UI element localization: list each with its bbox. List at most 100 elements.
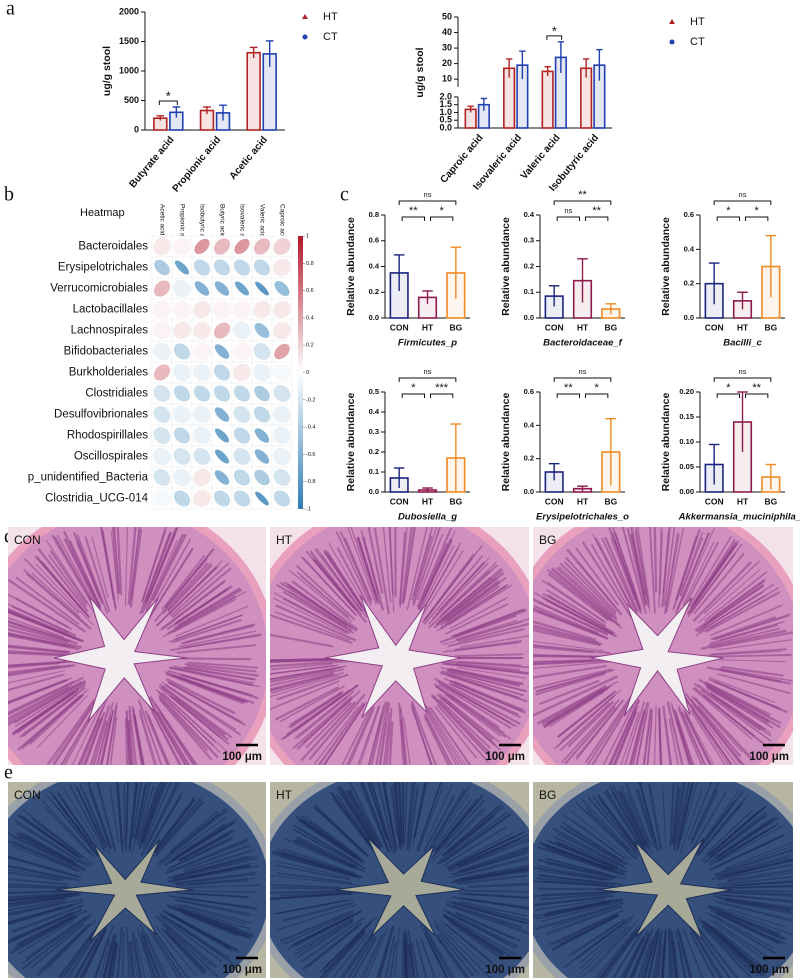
crypt bbox=[679, 788, 703, 854]
crypt bbox=[535, 671, 607, 693]
crypt bbox=[677, 940, 687, 978]
crypt bbox=[458, 660, 522, 667]
significance-bracket bbox=[716, 393, 740, 398]
crypt bbox=[152, 932, 184, 978]
crypt bbox=[551, 905, 618, 928]
significance-bracket bbox=[716, 216, 740, 221]
crypt bbox=[417, 539, 454, 611]
crypt bbox=[8, 901, 65, 916]
crypt bbox=[169, 666, 254, 687]
crypt bbox=[448, 682, 522, 719]
correlation-ellipse bbox=[233, 321, 251, 340]
correlation-ellipse bbox=[173, 427, 191, 444]
crypt bbox=[8, 897, 69, 908]
correlation-ellipse bbox=[212, 300, 232, 319]
crypt bbox=[715, 854, 791, 877]
crypt bbox=[674, 535, 699, 601]
crypt bbox=[164, 838, 234, 872]
crypt bbox=[277, 872, 353, 884]
crypt bbox=[713, 914, 774, 949]
crypt bbox=[76, 534, 109, 614]
crypt bbox=[540, 688, 603, 725]
crypt bbox=[375, 701, 389, 765]
significance-label: * bbox=[411, 382, 416, 394]
crypt bbox=[404, 929, 408, 978]
crypt bbox=[432, 809, 486, 862]
error-bar bbox=[605, 303, 617, 315]
crypt bbox=[682, 709, 713, 765]
y-tick-label: 0.0 bbox=[369, 487, 379, 496]
y-tick-label: 20 bbox=[442, 58, 452, 68]
crypt bbox=[8, 665, 60, 674]
correlation-ellipse bbox=[254, 385, 270, 402]
crypt bbox=[703, 560, 761, 615]
significance-label: ns bbox=[424, 367, 432, 376]
crypt bbox=[621, 527, 647, 614]
crypt bbox=[60, 714, 92, 765]
crypt bbox=[132, 709, 144, 765]
correlation-ellipse bbox=[233, 259, 251, 276]
legend-marker bbox=[669, 19, 675, 24]
crypt bbox=[8, 900, 84, 925]
image-label: HT bbox=[276, 788, 293, 802]
crypt bbox=[270, 875, 360, 886]
crypt bbox=[8, 855, 80, 878]
crypt bbox=[154, 800, 205, 857]
crypt bbox=[145, 782, 180, 848]
crypt bbox=[698, 918, 759, 976]
crypt bbox=[570, 918, 626, 956]
crypt bbox=[186, 665, 259, 677]
x-tick-label: HT bbox=[422, 322, 434, 332]
correlation-ellipse bbox=[254, 322, 270, 339]
y-tick-label: 50 bbox=[442, 11, 452, 21]
crypt bbox=[533, 605, 600, 635]
crypt bbox=[390, 786, 399, 837]
crypt bbox=[128, 710, 135, 765]
crypt bbox=[365, 926, 389, 978]
crypt bbox=[290, 910, 362, 948]
correlation-ellipse bbox=[193, 405, 211, 424]
crypt bbox=[439, 693, 500, 743]
micrograph bbox=[270, 782, 529, 978]
correlation-ellipse bbox=[194, 238, 210, 255]
crypt bbox=[658, 707, 662, 765]
scale-bar-label: 100 μm bbox=[749, 964, 789, 976]
crypt bbox=[417, 788, 443, 853]
crypt bbox=[61, 933, 95, 978]
crypt bbox=[591, 700, 633, 765]
error-bar bbox=[708, 262, 720, 305]
crypt bbox=[620, 786, 653, 855]
crypt bbox=[319, 921, 372, 973]
crypt bbox=[315, 807, 369, 858]
crypt bbox=[16, 914, 77, 948]
y-tick-label: 0.20 bbox=[679, 387, 694, 396]
crypt bbox=[180, 673, 259, 700]
correlation-ellipse bbox=[172, 237, 192, 256]
error-bar bbox=[450, 246, 462, 299]
crypt bbox=[602, 700, 637, 765]
y-tick-label: 0.4 bbox=[524, 210, 535, 219]
crypt bbox=[546, 906, 623, 936]
correlation-ellipse bbox=[153, 427, 171, 444]
y-axis-label: Relative abundance bbox=[660, 217, 672, 316]
crypt bbox=[147, 548, 194, 620]
crypt bbox=[73, 923, 107, 978]
crypt bbox=[708, 918, 766, 961]
crypt bbox=[713, 680, 781, 710]
crypt bbox=[305, 701, 352, 749]
significance-label: * bbox=[595, 382, 600, 394]
crypt bbox=[691, 687, 753, 740]
crypt bbox=[17, 919, 75, 955]
crypt bbox=[360, 530, 380, 595]
y-tick-label: 1000 bbox=[119, 65, 139, 75]
y-tick-label: 0.2 bbox=[684, 279, 694, 288]
crypt bbox=[672, 941, 680, 978]
correlation-ellipse bbox=[253, 300, 271, 319]
crypt bbox=[422, 550, 464, 615]
crypt bbox=[412, 527, 442, 606]
crypt bbox=[316, 547, 363, 612]
error-bar bbox=[219, 104, 227, 121]
crypt bbox=[603, 924, 644, 978]
crypt bbox=[662, 529, 670, 594]
crypt bbox=[8, 883, 70, 889]
